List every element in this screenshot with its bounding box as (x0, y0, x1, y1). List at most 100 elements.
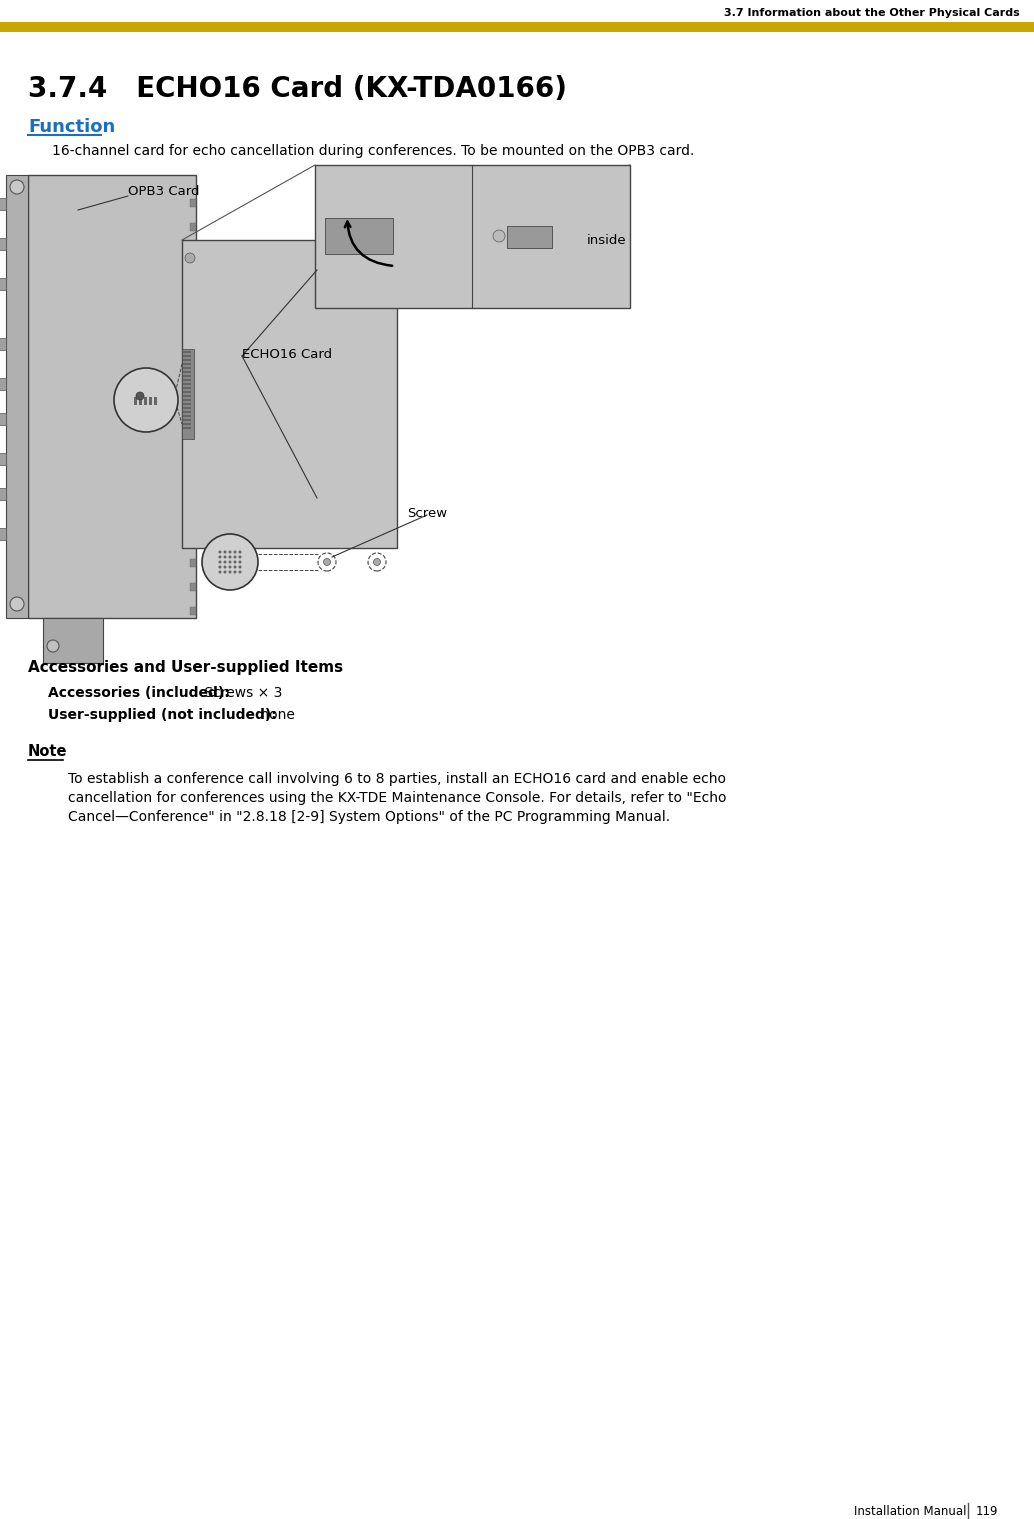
Circle shape (234, 571, 237, 574)
Circle shape (223, 550, 226, 553)
Bar (0, 488, 6, 500)
Bar (139, 396, 142, 406)
Circle shape (239, 550, 242, 553)
Text: 3.7.4   ECHO16 Card (KX-TDA0166): 3.7.4 ECHO16 Card (KX-TDA0166) (28, 74, 567, 103)
Bar (182, 349, 194, 439)
Bar (315, 166, 630, 308)
Text: Accessories and User-supplied Items: Accessories and User-supplied Items (28, 659, 343, 674)
Bar (190, 488, 196, 495)
Bar (183, 387, 191, 389)
Circle shape (234, 550, 237, 553)
Circle shape (493, 229, 505, 242)
Bar (325, 219, 393, 254)
Bar (190, 270, 196, 279)
Circle shape (234, 556, 237, 559)
Bar (183, 412, 191, 413)
Text: Accessories (included):: Accessories (included): (48, 687, 230, 700)
Bar (183, 422, 191, 425)
Circle shape (47, 639, 59, 652)
Bar (183, 407, 191, 409)
Circle shape (223, 561, 226, 564)
Bar (183, 351, 191, 352)
Circle shape (229, 550, 232, 553)
Circle shape (223, 556, 226, 559)
Bar (183, 368, 191, 369)
Circle shape (234, 561, 237, 564)
Text: ECHO16 Card: ECHO16 Card (242, 348, 332, 362)
Bar (183, 383, 191, 384)
Bar (0, 378, 6, 390)
Bar (144, 396, 147, 406)
Bar (190, 463, 196, 471)
Circle shape (218, 565, 221, 568)
Circle shape (218, 556, 221, 559)
Text: Installation Manual: Installation Manual (853, 1505, 966, 1517)
Circle shape (218, 550, 221, 553)
Bar (190, 368, 196, 375)
Bar (182, 240, 397, 548)
Text: OPB3 Card: OPB3 Card (128, 185, 200, 197)
Text: To establish a conference call involving 6 to 8 parties, install an ECHO16 card : To establish a conference call involving… (68, 772, 726, 785)
Text: 3.7 Information about the Other Physical Cards: 3.7 Information about the Other Physical… (724, 8, 1020, 18)
Bar (43, 618, 103, 662)
Bar (190, 439, 196, 447)
Bar (190, 319, 196, 327)
Bar (507, 226, 552, 248)
Circle shape (324, 559, 331, 565)
Text: Screw: Screw (407, 507, 447, 519)
Bar (183, 390, 191, 393)
Bar (183, 399, 191, 401)
Text: 16-channel card for echo cancellation during conferences. To be mounted on the O: 16-channel card for echo cancellation du… (52, 144, 695, 158)
Bar (183, 395, 191, 396)
Bar (0, 529, 6, 539)
Bar (190, 390, 196, 399)
Circle shape (229, 565, 232, 568)
Bar (190, 510, 196, 519)
Bar (190, 248, 196, 255)
Bar (190, 295, 196, 302)
Circle shape (373, 559, 381, 565)
Text: Function: Function (28, 118, 115, 137)
Bar (183, 415, 191, 418)
Bar (6, 175, 28, 618)
Circle shape (10, 597, 24, 611)
Circle shape (239, 565, 242, 568)
Text: User-supplied (not included):: User-supplied (not included): (48, 708, 277, 722)
Circle shape (202, 535, 258, 589)
Bar (190, 583, 196, 591)
Bar (190, 223, 196, 231)
Circle shape (185, 254, 195, 263)
Circle shape (239, 561, 242, 564)
Bar (183, 358, 191, 362)
Circle shape (239, 556, 242, 559)
Text: none: none (256, 708, 295, 722)
Bar (28, 175, 196, 618)
Bar (190, 343, 196, 351)
Bar (183, 363, 191, 365)
Circle shape (10, 179, 24, 194)
Text: inside: inside (586, 234, 626, 248)
Text: Note: Note (28, 744, 67, 760)
Circle shape (136, 392, 144, 399)
Bar (190, 559, 196, 567)
Circle shape (218, 561, 221, 564)
Bar (0, 339, 6, 349)
Bar (134, 396, 136, 406)
Bar (0, 453, 6, 465)
Circle shape (239, 571, 242, 574)
Circle shape (218, 571, 221, 574)
Text: 119: 119 (976, 1505, 999, 1517)
Bar (190, 199, 196, 207)
Circle shape (229, 556, 232, 559)
Circle shape (234, 565, 237, 568)
Bar (0, 197, 6, 210)
Bar (0, 21, 1034, 32)
Bar (149, 396, 152, 406)
Bar (183, 375, 191, 377)
Text: Cancel—Conference" in "2.8.18 [2-9] System Options" of the PC Programming Manual: Cancel—Conference" in "2.8.18 [2-9] Syst… (68, 810, 670, 823)
Bar (0, 413, 6, 425)
Text: Screws × 3: Screws × 3 (200, 687, 282, 700)
Bar (190, 415, 196, 422)
Text: cancellation for conferences using the KX-TDE Maintenance Console. For details, : cancellation for conferences using the K… (68, 791, 727, 805)
Bar (190, 535, 196, 542)
